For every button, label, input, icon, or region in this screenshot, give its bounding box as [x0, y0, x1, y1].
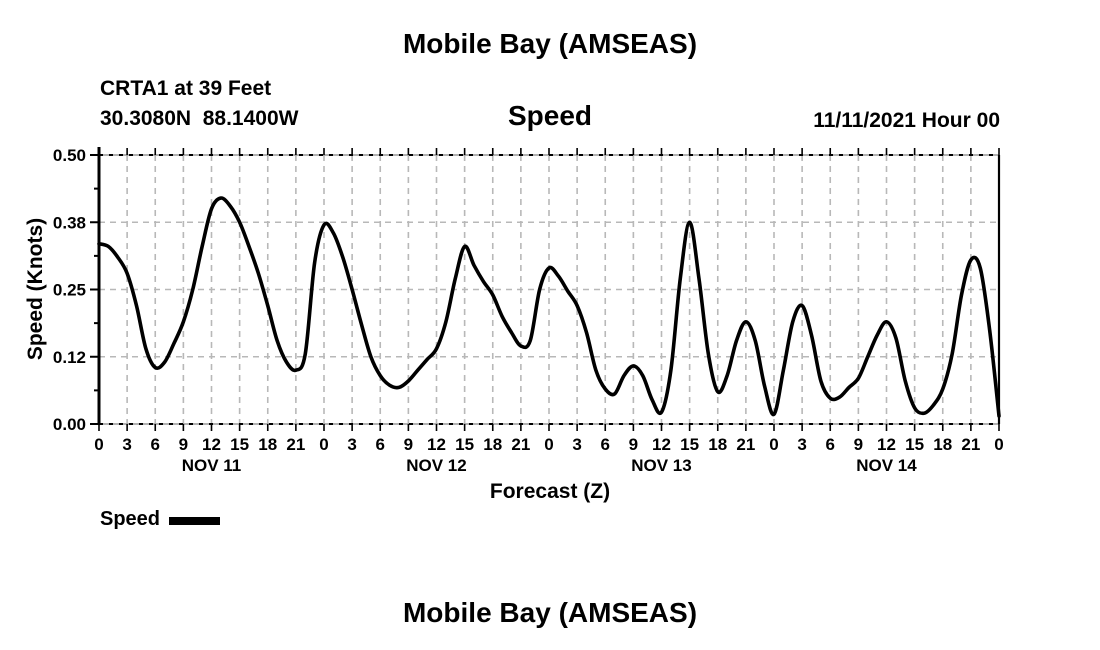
- svg-text:9: 9: [404, 435, 413, 454]
- speed-series-line: [97, 196, 1001, 418]
- svg-text:9: 9: [854, 435, 863, 454]
- svg-text:18: 18: [708, 435, 727, 454]
- svg-text:21: 21: [286, 435, 305, 454]
- axis-tick-labels: 0.000.120.250.380.500 3 6 9 12 15 18 21 0 3 6 9 12 15…: [53, 146, 1004, 454]
- svg-text:21: 21: [511, 435, 530, 454]
- next-chart-title: Mobile Bay (AMSEAS): [402, 597, 698, 628]
- station-name-label: CRTA1 at 39 Feet: [100, 77, 272, 100]
- svg-text:21: 21: [961, 435, 980, 454]
- svg-text:15: 15: [230, 435, 249, 454]
- legend-series-label: Speed: [100, 508, 161, 530]
- panel-title: Speed: [507, 100, 593, 131]
- svg-text:3: 3: [572, 435, 581, 454]
- svg-text:0: 0: [769, 435, 778, 454]
- legend-line-swatch: [169, 517, 221, 525]
- svg-text:12: 12: [652, 435, 671, 454]
- forecast-run-time-label: 11/11/2021 Hour 00: [813, 109, 1000, 132]
- svg-text:0: 0: [319, 435, 328, 454]
- svg-text:NOV 12: NOV 12: [406, 456, 466, 475]
- svg-text:NOV 14: NOV 14: [856, 456, 917, 475]
- svg-text:0.12: 0.12: [53, 348, 86, 367]
- svg-text:0.38: 0.38: [53, 213, 86, 232]
- svg-text:3: 3: [122, 435, 131, 454]
- svg-text:18: 18: [258, 435, 277, 454]
- svg-text:12: 12: [202, 435, 221, 454]
- svg-text:15: 15: [680, 435, 699, 454]
- svg-text:15: 15: [905, 435, 924, 454]
- station-coordinates-label: 30.3080N 88.1400W: [100, 107, 299, 130]
- x-axis-label: Forecast (Z): [489, 480, 611, 503]
- svg-text:9: 9: [179, 435, 188, 454]
- day-labels: NOV 11 NOV 12 NOV 13 NOV 14: [182, 456, 918, 475]
- tick-layer: [90, 148, 1000, 431]
- svg-text:6: 6: [601, 435, 610, 454]
- svg-text:3: 3: [797, 435, 806, 454]
- svg-text:0: 0: [94, 435, 103, 454]
- svg-text:18: 18: [483, 435, 502, 454]
- svg-text:3: 3: [347, 435, 356, 454]
- svg-text:0: 0: [994, 435, 1003, 454]
- svg-text:12: 12: [877, 435, 896, 454]
- svg-text:NOV 11: NOV 11: [182, 456, 242, 475]
- svg-text:0.50: 0.50: [53, 146, 86, 165]
- svg-text:0.25: 0.25: [53, 281, 86, 300]
- svg-text:15: 15: [455, 435, 474, 454]
- svg-text:0: 0: [544, 435, 553, 454]
- svg-text:12: 12: [427, 435, 446, 454]
- svg-text:NOV 13: NOV 13: [631, 456, 691, 475]
- legend: Speed: [100, 508, 221, 531]
- svg-text:6: 6: [826, 435, 835, 454]
- svg-text:6: 6: [151, 435, 160, 454]
- svg-text:18: 18: [933, 435, 952, 454]
- chart-title: Mobile Bay (AMSEAS): [402, 28, 698, 59]
- svg-text:6: 6: [376, 435, 385, 454]
- svg-text:21: 21: [736, 435, 755, 454]
- svg-text:0.00: 0.00: [53, 415, 86, 434]
- svg-text:9: 9: [629, 435, 638, 454]
- grid-layer: [99, 155, 999, 424]
- series-layer: [97, 196, 1001, 418]
